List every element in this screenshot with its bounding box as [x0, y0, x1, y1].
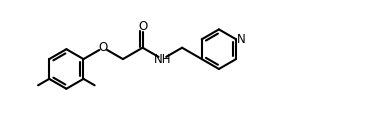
Text: NH: NH: [154, 53, 171, 66]
Text: N: N: [237, 33, 245, 46]
Text: O: O: [98, 41, 108, 54]
Text: O: O: [138, 20, 147, 33]
